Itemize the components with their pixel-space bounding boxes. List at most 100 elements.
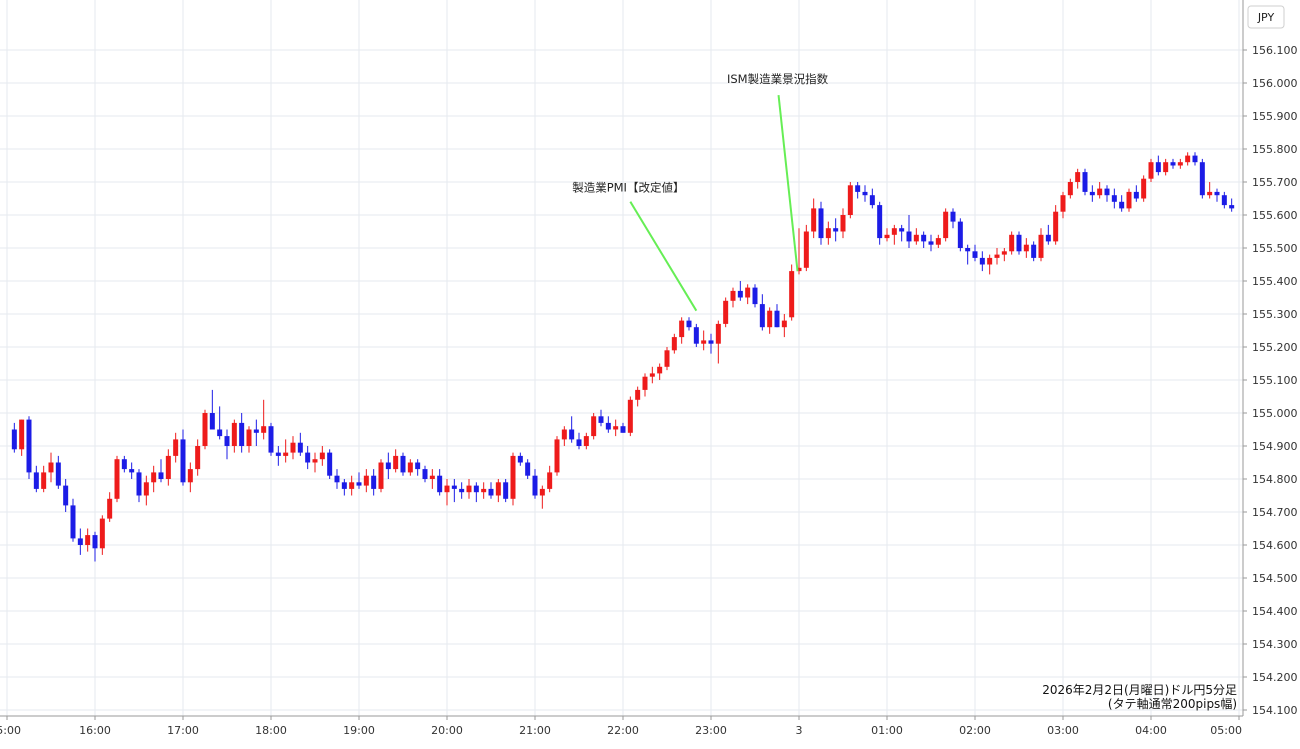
candle-body (943, 211, 949, 239)
candle (107, 492, 113, 522)
candle (466, 479, 472, 499)
annotation-pointer (777, 94, 799, 272)
candle (803, 224, 809, 272)
candle (1199, 158, 1205, 199)
candle-body (833, 228, 839, 232)
candle-body (510, 455, 516, 499)
candle-body (1031, 244, 1037, 258)
candle-body (899, 228, 905, 232)
candle (437, 469, 443, 496)
candle-body (1038, 234, 1044, 258)
candle-body (268, 426, 274, 453)
candle (730, 287, 736, 308)
candle-body (554, 439, 560, 473)
annotation-label: 製造業PMI【改定値】 (572, 181, 684, 195)
candle-body (1045, 234, 1051, 242)
candle (1067, 178, 1073, 199)
candle (657, 363, 663, 380)
candle (708, 333, 714, 354)
candle-body (459, 488, 465, 493)
candle (363, 469, 369, 493)
candle (972, 244, 978, 262)
candle-body (1097, 188, 1103, 196)
candle-body (187, 469, 193, 483)
candle-body (759, 304, 765, 328)
candle-body (481, 488, 487, 493)
candle-body (730, 290, 736, 301)
candle-body (151, 472, 157, 483)
candle (547, 465, 553, 493)
candle-body (503, 482, 509, 499)
candle (224, 429, 230, 460)
chart-caption: 2026年2月2日(月曜日)ドル円5分足 (タテ軸通常200pips幅) (1042, 683, 1237, 711)
candle (1082, 168, 1088, 196)
caption-line-1: 2026年2月2日(月曜日)ドル円5分足 (1042, 683, 1237, 697)
candle (906, 215, 912, 248)
candle-body (671, 337, 677, 351)
candle (114, 455, 120, 503)
candle (41, 465, 47, 493)
candle (979, 251, 985, 272)
candle (620, 422, 626, 433)
candle-body (99, 518, 105, 549)
candle (334, 469, 340, 489)
candle (950, 208, 956, 229)
candle (1097, 182, 1103, 199)
candle-body (686, 320, 692, 328)
candle (19, 419, 25, 456)
candle (759, 294, 765, 331)
y-tick-label: 154.700 (1252, 506, 1298, 519)
candle (532, 469, 538, 499)
candle (488, 482, 494, 499)
candle-body (297, 442, 303, 453)
candle-body (224, 436, 230, 446)
candle-body (847, 185, 853, 215)
y-tick-label: 154.400 (1252, 605, 1298, 618)
candle-body (811, 208, 817, 232)
candle (195, 439, 201, 476)
caption-line-2: (タテ軸通常200pips幅) (1108, 696, 1237, 711)
candle (1060, 191, 1066, 219)
candle (561, 426, 567, 446)
candle-body (539, 488, 545, 496)
candle (400, 452, 406, 476)
candle-body (693, 327, 699, 344)
candle (943, 208, 949, 242)
candle-body (1111, 195, 1117, 202)
candle-body (55, 462, 61, 486)
candle-body (77, 538, 83, 545)
candle-body (319, 452, 325, 460)
candle (928, 234, 934, 252)
candle (305, 446, 311, 470)
candle-body (1075, 172, 1081, 182)
candle-body (290, 442, 296, 453)
x-tick-label: 18:00 (255, 724, 287, 737)
x-tick-label: 04:00 (1135, 724, 1167, 737)
candle (151, 465, 157, 493)
candle (158, 459, 164, 483)
candle (1111, 188, 1117, 209)
candle-body (664, 350, 670, 367)
candle (627, 396, 633, 437)
candle (862, 185, 868, 202)
candle (686, 317, 692, 331)
candle-body (1016, 234, 1022, 252)
candle (569, 416, 575, 443)
candle (671, 333, 677, 354)
candle (539, 485, 545, 509)
candle (715, 320, 721, 364)
candle-body (231, 422, 237, 446)
candle (994, 248, 1000, 265)
y-tick-label: 154.200 (1252, 671, 1298, 684)
candle-body (1155, 162, 1161, 173)
candle-body (1060, 195, 1066, 212)
candle-body (715, 323, 721, 344)
candle (261, 399, 267, 440)
candle-body (781, 320, 787, 328)
candle (1009, 231, 1015, 255)
annotation-label: ISM製造業景況指数 (727, 72, 829, 86)
y-tick-label: 155.500 (1252, 242, 1298, 255)
x-tick-label: 5:00 (0, 724, 21, 737)
candle-body (657, 366, 663, 374)
